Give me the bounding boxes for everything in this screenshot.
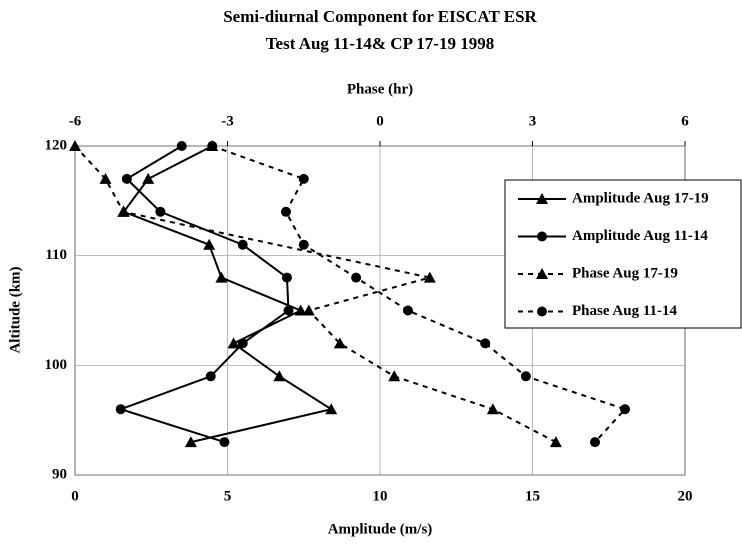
data-point xyxy=(294,304,307,316)
chart-title: Semi-diurnal Component for EISCAT ESR xyxy=(223,7,537,26)
legend-label: Phase Aug 17-19 xyxy=(572,265,678,281)
data-point xyxy=(237,239,248,250)
data-point xyxy=(298,239,309,250)
data-point xyxy=(215,271,228,283)
x-tick-label: 15 xyxy=(525,488,540,504)
data-point xyxy=(117,205,130,217)
legend-marker xyxy=(536,268,548,279)
data-point xyxy=(283,305,294,316)
x-axis-label: Amplitude (m/s) xyxy=(328,521,433,537)
legend-label: Phase Aug 11-14 xyxy=(572,303,678,319)
series-line xyxy=(74,145,557,443)
x-tick-label: 5 xyxy=(224,488,232,504)
x2-tick-label: 0 xyxy=(376,113,384,129)
data-point xyxy=(203,238,216,250)
data-point xyxy=(302,304,315,316)
y-tick-label: 100 xyxy=(45,357,68,373)
data-point xyxy=(325,403,338,415)
data-point xyxy=(207,141,218,151)
legend-marker xyxy=(537,231,547,242)
data-point xyxy=(155,206,166,217)
legend-label: Amplitude Aug 17-19 xyxy=(572,190,709,206)
x2-tick-label: 6 xyxy=(681,113,689,129)
data-point xyxy=(115,404,126,415)
data-point xyxy=(205,371,216,382)
legend xyxy=(504,179,742,329)
data-point xyxy=(184,436,197,448)
data-point xyxy=(219,437,230,448)
data-point xyxy=(237,338,248,349)
data-point xyxy=(142,172,155,184)
data-point xyxy=(520,371,531,382)
data-point xyxy=(480,338,491,349)
data-point xyxy=(590,437,601,448)
data-point xyxy=(423,271,436,283)
x2-tick-label: -6 xyxy=(69,113,82,129)
y-tick-label: 90 xyxy=(52,466,67,482)
data-point xyxy=(549,436,562,448)
data-point xyxy=(388,370,401,382)
series-line xyxy=(122,145,334,444)
data-point xyxy=(69,140,81,151)
data-point xyxy=(402,305,413,316)
data-point xyxy=(273,370,286,382)
legend-marker xyxy=(537,306,547,317)
data-point xyxy=(227,337,240,349)
series-line xyxy=(211,145,627,443)
x2-axis-label: Phase (hr) xyxy=(347,81,413,97)
legend-label: Amplitude Aug 11-14 xyxy=(572,228,708,244)
data-point xyxy=(333,337,346,349)
x-tick-label: 10 xyxy=(373,488,388,504)
data-point xyxy=(99,172,112,184)
data-point xyxy=(121,173,132,184)
data-point xyxy=(280,206,291,217)
data-point xyxy=(176,141,187,151)
data-point xyxy=(298,173,309,184)
x2-tick-label: 3 xyxy=(529,113,537,129)
x-tick-label: 0 xyxy=(71,488,79,504)
y-axis-label: Altitude (km) xyxy=(7,266,23,353)
data-point xyxy=(486,403,499,415)
data-point xyxy=(351,272,362,283)
chart-subtitle: Test Aug 11-14& CP 17-19 1998 xyxy=(266,34,494,53)
data-point xyxy=(281,272,292,283)
data-point xyxy=(620,404,631,415)
series-line xyxy=(117,145,290,444)
y-tick-label: 120 xyxy=(45,137,68,153)
x-tick-label: 20 xyxy=(678,488,693,504)
x2-tick-label: -3 xyxy=(221,113,234,129)
y-tick-label: 110 xyxy=(45,247,67,263)
legend-marker xyxy=(536,193,548,204)
